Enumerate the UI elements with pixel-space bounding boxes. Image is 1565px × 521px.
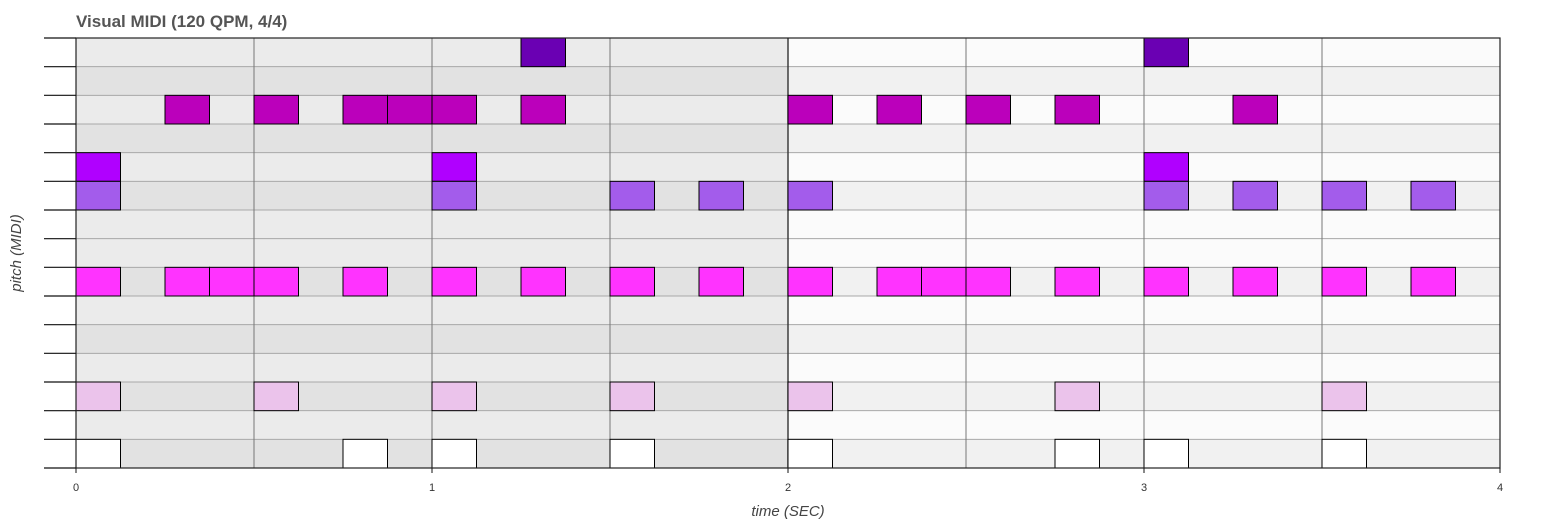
note (1321, 438, 1367, 469)
note (342, 266, 388, 297)
note (1143, 152, 1189, 182)
note (342, 94, 388, 125)
note (431, 94, 477, 125)
x-tick-label: 2 (785, 482, 791, 494)
note (75, 152, 121, 182)
note (1232, 180, 1278, 211)
note (1143, 37, 1189, 68)
note (387, 94, 433, 125)
note (787, 266, 833, 297)
note (209, 266, 255, 297)
note (965, 266, 1011, 297)
note (965, 94, 1011, 125)
note (431, 180, 477, 211)
note (609, 266, 655, 297)
x-axis-label: time (SEC) (751, 503, 824, 520)
x-tick-label: 0 (73, 482, 79, 494)
y-axis-label: pitch (MIDI) (8, 214, 25, 293)
note (787, 94, 833, 125)
note (876, 266, 922, 297)
note (787, 438, 833, 469)
notes-layer (75, 37, 1456, 469)
note (1232, 94, 1278, 125)
note (520, 94, 566, 125)
note (1321, 381, 1367, 412)
chart-title: Visual MIDI (120 QPM, 4/4) (76, 12, 287, 31)
note (431, 152, 477, 182)
note (1232, 266, 1278, 297)
note (787, 381, 833, 412)
note (698, 180, 744, 211)
note (609, 438, 655, 469)
note (1054, 94, 1100, 125)
note (164, 94, 210, 125)
note (342, 438, 388, 469)
x-tick-label: 4 (1497, 482, 1503, 494)
note (164, 266, 210, 297)
note (431, 266, 477, 297)
note (75, 381, 121, 412)
note (1410, 180, 1456, 211)
note (1143, 180, 1189, 211)
axis-ticks: 0 1 2 3 4 (44, 37, 1503, 494)
x-tick-label: 3 (1141, 482, 1147, 494)
note (75, 180, 121, 211)
note (1410, 266, 1456, 297)
note (787, 180, 833, 211)
x-tick-label: 1 (429, 482, 435, 494)
note (1321, 266, 1367, 297)
note (1321, 180, 1367, 211)
note (876, 94, 922, 125)
note (1054, 381, 1100, 412)
note (609, 180, 655, 211)
note (698, 266, 744, 297)
note (431, 438, 477, 469)
note (253, 381, 299, 412)
note (1143, 266, 1189, 297)
note (520, 266, 566, 297)
note (253, 94, 299, 125)
note (75, 438, 121, 469)
note (75, 266, 121, 297)
note (253, 266, 299, 297)
note (921, 266, 967, 297)
note (609, 381, 655, 412)
note (1054, 438, 1100, 469)
note (520, 37, 566, 68)
note (1054, 266, 1100, 297)
note (1143, 438, 1189, 469)
note (431, 381, 477, 412)
